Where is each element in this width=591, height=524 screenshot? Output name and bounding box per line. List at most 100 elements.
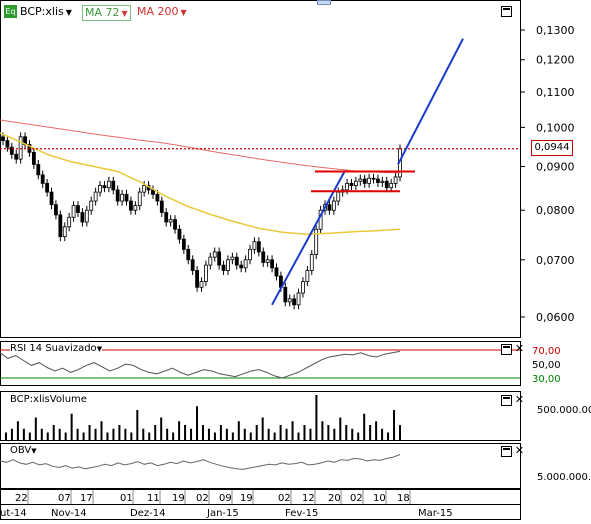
candle-body: [252, 241, 257, 250]
volume-bar: [196, 406, 199, 440]
volume-bar: [88, 425, 91, 440]
minimize-panel-icon[interactable]: [501, 344, 512, 355]
candle-body: [208, 256, 213, 266]
candle-body: [54, 204, 58, 216]
candle-body: [283, 286, 288, 303]
volume-bar: [291, 421, 294, 440]
candle-body: [45, 182, 50, 193]
obv-axis-label: 5.000.000.000: [537, 472, 591, 483]
obv-line: [0, 454, 401, 470]
candle-body: [248, 248, 252, 261]
candle-body: [173, 219, 177, 230]
rsi-title[interactable]: RSI 14 Suavizado▼: [10, 343, 103, 355]
minimize-panel-icon[interactable]: [501, 395, 512, 406]
candle-body: [129, 200, 133, 211]
volume-bar: [351, 428, 354, 440]
candle-body: [239, 264, 244, 269]
dropdown-arrow-icon: ▼: [31, 447, 37, 455]
panel-splitter-handle[interactable]: [317, 0, 331, 5]
volume-bar: [22, 428, 25, 440]
obv-series: 5.000.000.000: [0, 454, 591, 483]
volume-bar: [94, 428, 97, 440]
time-month-label: Mar-15: [418, 508, 453, 519]
volume-bar: [381, 428, 384, 440]
symbol-label: BCP:xlis: [20, 5, 64, 18]
ma72-selector[interactable]: MA 72 ▼: [82, 5, 131, 21]
dropdown-arrow-icon: ▼: [180, 8, 187, 17]
candle-body: [71, 205, 76, 218]
candle-body: [292, 298, 297, 306]
time-month-label: Dez-14: [130, 508, 165, 519]
minimize-panel-icon[interactable]: [501, 446, 512, 457]
candle-body: [14, 153, 19, 160]
volume-bar: [327, 425, 330, 440]
time-day-label: 01: [120, 493, 133, 504]
volume-bar: [46, 432, 49, 440]
candle-body: [111, 180, 116, 191]
candle-body: [217, 251, 222, 266]
rsi-level-label: 50,00: [532, 360, 561, 371]
volume-bar: [76, 428, 79, 440]
chart-badge-icon[interactable]: Eq: [4, 5, 17, 18]
candle-body: [155, 193, 160, 202]
price-tick-label: 0,1300: [536, 24, 575, 37]
volume-bar: [279, 425, 282, 440]
volume-bar: [10, 428, 13, 440]
axes: 0,1300 0,1200 0,1100 0,1000 0,0900 0,0800 0,07…: [0, 24, 575, 519]
symbol-selector[interactable]: BCP:xlis ▼: [20, 5, 72, 19]
candle-body: [243, 259, 248, 269]
drawing-tools[interactable]: [0, 38, 520, 306]
candle-body: [177, 228, 182, 240]
candle-body: [84, 209, 89, 223]
candle-body: [49, 191, 54, 206]
time-day-label: 02: [196, 493, 209, 504]
projection-line: [397, 38, 464, 165]
dropdown-arrow-icon: ▼: [65, 8, 72, 17]
candle-body: [265, 259, 270, 263]
volume-bar: [387, 432, 390, 440]
ma72-label: MA 72: [85, 6, 120, 19]
minimize-panel-icon[interactable]: [501, 6, 512, 17]
candle-body: [195, 270, 199, 288]
rsi-line: [0, 350, 401, 379]
volume-bar: [237, 421, 240, 440]
price-tick-label: 0,0700: [536, 254, 575, 267]
volume-bar: [345, 425, 348, 440]
close-panel-icon[interactable]: ✕: [514, 342, 525, 355]
ma200-selector[interactable]: MA 200 ▼: [137, 5, 187, 19]
candle-body: [36, 164, 41, 176]
candle-body: [93, 191, 98, 202]
time-day-label: 20: [328, 493, 341, 504]
time-day-label: 02: [350, 493, 363, 504]
candle-body: [367, 177, 372, 184]
volume-bar: [339, 417, 342, 440]
close-panel-icon[interactable]: ✕: [514, 444, 525, 457]
candle-body: [106, 180, 111, 189]
ma72-line: [0, 132, 401, 235]
candle-body: [314, 228, 319, 255]
volume-bar: [70, 413, 73, 440]
candle-body: [305, 270, 310, 283]
time-day-label: 02: [278, 493, 291, 504]
time-day-label: 19: [172, 493, 185, 504]
candle-body: [376, 178, 380, 183]
candle-body: [331, 200, 336, 211]
close-panel-icon[interactable]: ✕: [514, 393, 525, 406]
price-tick-label: 0,1200: [536, 54, 575, 67]
candle-body: [31, 151, 36, 165]
price-tick-label: 0,0800: [536, 204, 575, 217]
candle-body: [358, 178, 363, 182]
volume-bar: [184, 425, 187, 440]
candle-body: [256, 241, 261, 253]
volume-bar: [106, 432, 109, 440]
volume-bar: [273, 432, 276, 440]
volume-bar: [267, 428, 270, 440]
volume-bar: [261, 417, 264, 440]
volume-bar: [148, 432, 151, 440]
candle-body: [9, 146, 14, 155]
obv-title[interactable]: OBV▼: [10, 445, 37, 457]
volume-title[interactable]: BCP:xlisVolume: [10, 394, 87, 406]
candle-body: [393, 176, 398, 184]
